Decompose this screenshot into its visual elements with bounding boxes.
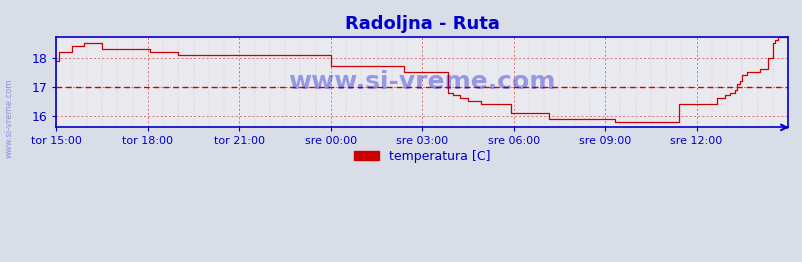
Title: Radoljna - Ruta: Radoljna - Ruta <box>344 15 499 33</box>
Legend: temperatura [C]: temperatura [C] <box>349 145 495 168</box>
Text: www.si-vreme.com: www.si-vreme.com <box>288 70 555 94</box>
Text: www.si-vreme.com: www.si-vreme.com <box>5 78 14 158</box>
